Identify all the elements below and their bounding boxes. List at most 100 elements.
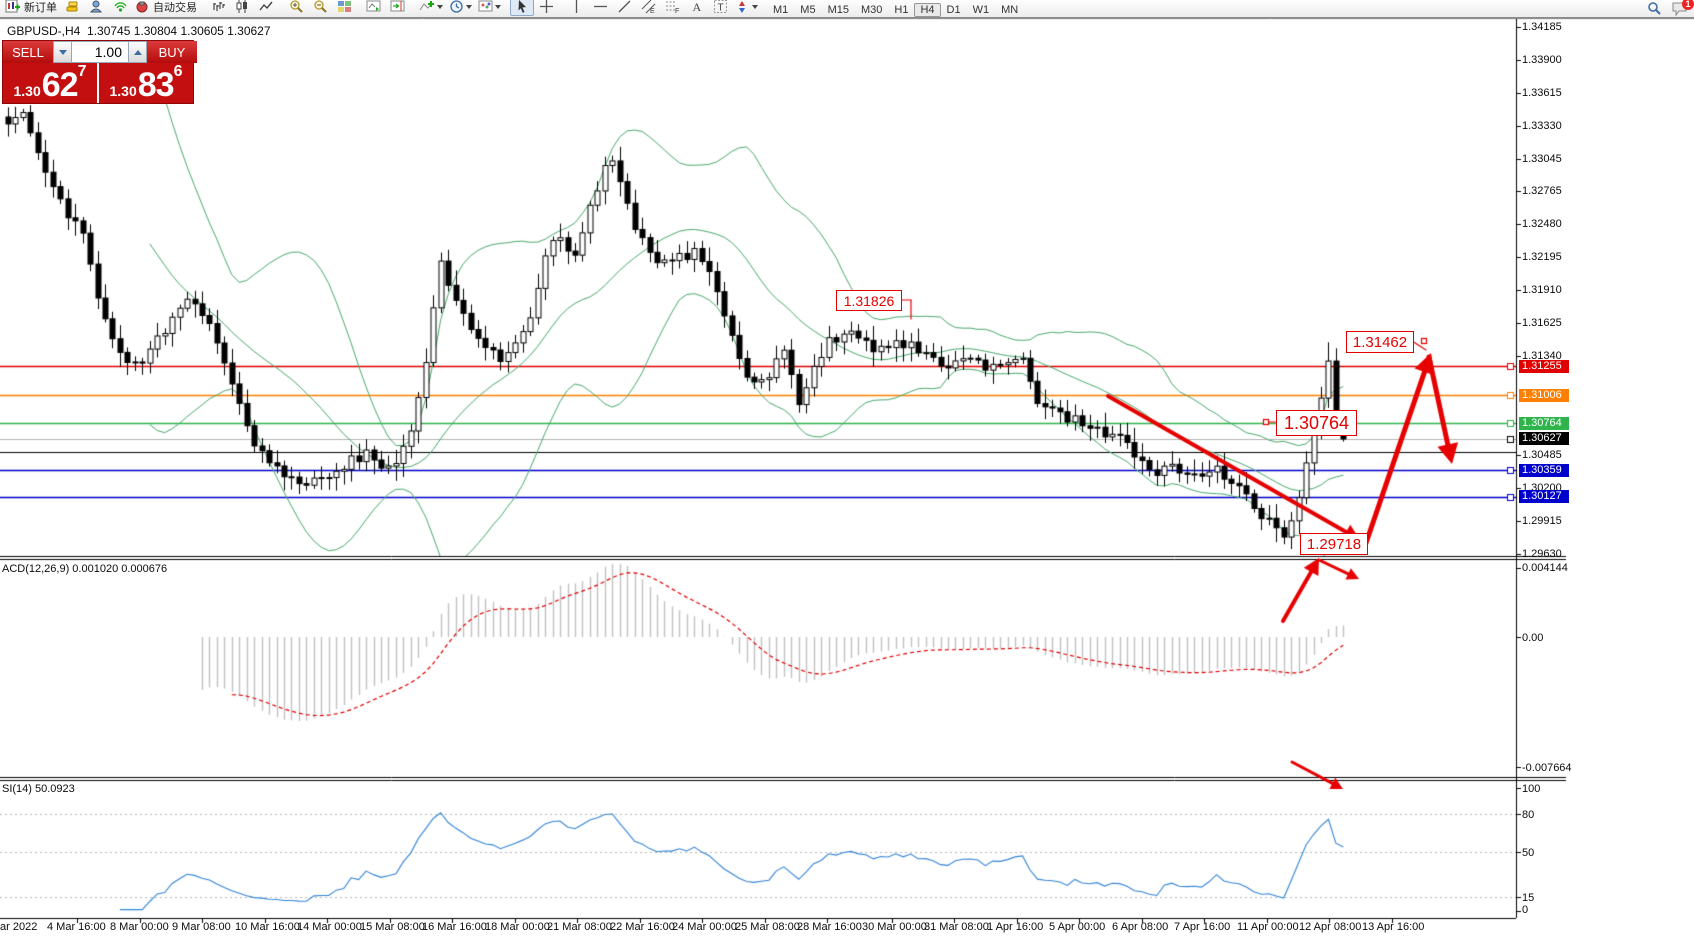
price-tick-label: 1.29915	[1522, 514, 1562, 527]
toolbar: 新订单 自动交易 E F A T M1 M5 M15 M30 H1 H4 D1 W1 MN 1	[0, 0, 1694, 18]
trendline-button[interactable]	[612, 0, 636, 16]
fibo-icon: F	[665, 0, 680, 14]
price-tick-label: 1.32765	[1522, 184, 1562, 197]
autotrading-icon	[135, 0, 150, 14]
hline-price-badge: 1.31255	[1519, 359, 1569, 373]
time-tick-label: 18 Mar 00:00	[485, 921, 550, 933]
tab-timeframe-w1[interactable]: W1	[972, 3, 990, 16]
gold-symbol-button[interactable]	[60, 0, 84, 16]
periods-button[interactable]	[446, 0, 475, 16]
price-tick-label: 1.31625	[1522, 316, 1562, 329]
tile-windows-button[interactable]	[332, 0, 356, 16]
cursor-button[interactable]	[510, 0, 534, 16]
time-tick-label: 31 Mar 08:00	[924, 921, 989, 933]
time-tick-label: 8 Mar 00:00	[110, 921, 169, 933]
chat-icon[interactable]: 1	[1672, 0, 1694, 16]
textA-icon: A	[689, 0, 704, 14]
caret-down-icon	[58, 49, 67, 55]
sell-button[interactable]: SELL	[3, 41, 53, 63]
crosshair-button[interactable]	[534, 0, 558, 16]
volume-input[interactable]	[72, 41, 128, 63]
rsi-indicator-title: SI(14) 50.0923	[2, 783, 75, 795]
zoom-out-button[interactable]	[308, 0, 332, 16]
price-annotation-label[interactable]: 1.29718	[1300, 533, 1368, 555]
candles-icon	[235, 0, 250, 14]
community-button[interactable]	[84, 0, 108, 16]
time-tick-label: 5 Apr 00:00	[1049, 921, 1106, 933]
time-tick-label: 12 Apr 08:00	[1299, 921, 1362, 933]
chart-shift-button[interactable]	[386, 0, 410, 16]
tab-timeframe-d1[interactable]: D1	[946, 3, 961, 16]
time-tick-label: 30 Mar 00:00	[862, 921, 927, 933]
time-tick-label: 15 Mar 08:00	[360, 921, 425, 933]
new-order-button[interactable]: 新订单	[2, 0, 60, 16]
toolbar-right: 1	[1647, 0, 1694, 16]
candlestick-chart-button[interactable]	[230, 0, 254, 16]
time-tick-label: 28 Mar 16:00	[797, 921, 862, 933]
price-tick-label: 1.34185	[1522, 20, 1562, 33]
vline-icon	[569, 0, 584, 14]
rsi-axis-label: 50	[1522, 847, 1535, 859]
notification-badge: 1	[1682, 0, 1694, 10]
signals-button[interactable]	[108, 0, 132, 16]
templates-button[interactable]	[475, 0, 504, 16]
macd-axis-label: -0.007664	[1522, 762, 1572, 775]
sell-price[interactable]: 1.30 62 7	[3, 63, 99, 103]
price-tick-label: 1.30485	[1522, 448, 1562, 461]
time-tick-label: 13 Apr 16:00	[1362, 921, 1425, 933]
autotrading-button[interactable]: 自动交易	[132, 0, 200, 16]
vertical-line-button[interactable]	[564, 0, 588, 16]
search-icon[interactable]	[1647, 1, 1662, 16]
tab-timeframe-m30[interactable]: M30	[860, 3, 883, 16]
timeframe-toolbar: M1 M5 M15 M30 H1 H4 D1 W1 MN	[767, 0, 1024, 18]
tab-timeframe-mn[interactable]: MN	[1001, 3, 1019, 16]
svg-text:T: T	[717, 3, 723, 14]
price-annotation-label[interactable]: 1.31462	[1346, 331, 1414, 353]
auto-scroll-button[interactable]	[362, 0, 386, 16]
macd-axis-label: 0.004144	[1522, 561, 1568, 574]
labelT-icon: T	[713, 0, 728, 14]
dropdown-caret-icon	[752, 4, 758, 9]
time-tick-label: 21 Mar 08:00	[547, 921, 612, 933]
buy-price[interactable]: 1.30 83 6	[99, 63, 193, 103]
symbol-ohlc-info: GBPUSD-,H4 1.30745 1.30804 1.30605 1.306…	[7, 24, 271, 38]
volume-increase-button[interactable]	[128, 41, 147, 63]
line-chart-button[interactable]	[254, 0, 278, 16]
arrows-button[interactable]	[732, 0, 761, 16]
fibonacci-button[interactable]: F	[660, 0, 684, 16]
time-tick-label: 6 Apr 08:00	[1112, 921, 1169, 933]
price-annotation-label[interactable]: 1.30764	[1276, 410, 1357, 436]
toolbar-items: 新订单 自动交易 E F A T	[2, 0, 767, 19]
clock-icon	[449, 0, 464, 14]
price-annotation-label[interactable]: 1.31826	[836, 290, 902, 311]
tab-timeframe-h1[interactable]: H1	[894, 3, 909, 16]
tab-timeframe-m15[interactable]: M15	[827, 3, 849, 16]
tab-timeframe-h4[interactable]: H4	[914, 2, 941, 17]
hline-price-badge: 1.31006	[1519, 388, 1569, 402]
price-tick-label: 1.33330	[1522, 119, 1562, 132]
zoom-in-button[interactable]	[284, 0, 308, 16]
signal-icon	[113, 0, 128, 14]
time-tick-label: 25 Mar 08:00	[735, 921, 800, 933]
tab-timeframe-m1[interactable]: M1	[773, 3, 789, 16]
bar-chart-button[interactable]	[206, 0, 230, 16]
channel-icon: E	[641, 0, 656, 14]
price-tick-label: 1.32480	[1522, 217, 1562, 230]
buy-button[interactable]: BUY	[147, 41, 197, 63]
linechart-icon	[258, 0, 274, 14]
text-label-button[interactable]: T	[708, 0, 732, 16]
tab-timeframe-m5[interactable]: M5	[800, 3, 816, 16]
time-tick-label: 4 Mar 16:00	[47, 921, 106, 933]
sell-price-small: 1.30	[13, 83, 41, 99]
person-icon	[89, 0, 104, 14]
horizontal-line-button[interactable]	[588, 0, 612, 16]
arrows-icon	[735, 0, 750, 14]
autoscroll-icon	[366, 0, 382, 14]
volume-decrease-button[interactable]	[53, 41, 72, 63]
text-button[interactable]: A	[684, 0, 708, 16]
indicators-button[interactable]	[416, 0, 446, 16]
equidistant-channel-button[interactable]: E	[636, 0, 660, 16]
crosshair-icon	[539, 0, 554, 14]
